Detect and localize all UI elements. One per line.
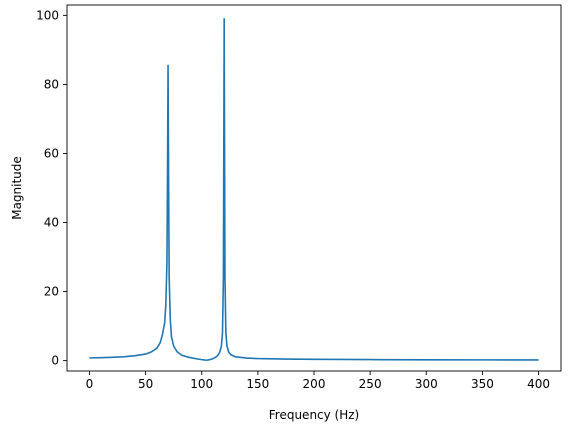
plot-area [66, 4, 562, 372]
x-axis-title: Frequency (Hz) [269, 408, 360, 422]
y-tick-label: 100 [36, 8, 59, 22]
y-tick-label: 60 [44, 146, 59, 160]
x-tick-label: 350 [471, 377, 494, 391]
x-tick-label: 200 [303, 377, 326, 391]
x-tick-label: 150 [246, 377, 269, 391]
y-tick-label: 40 [44, 216, 59, 230]
x-tick-label: 100 [190, 377, 213, 391]
y-tick-label: 0 [51, 354, 59, 368]
x-axis: 0 50 100 150 200 250 300 350 400 [86, 371, 550, 391]
x-tick-label: 0 [86, 377, 94, 391]
series-line [89, 18, 539, 361]
x-tick-label: 400 [527, 377, 550, 391]
x-tick-label: 250 [359, 377, 382, 391]
y-axis: 0 20 40 60 80 100 [36, 8, 67, 368]
y-tick-label: 20 [44, 285, 59, 299]
y-axis-title: Magnitude [10, 156, 24, 220]
y-tick-label: 80 [44, 77, 59, 91]
x-tick-label: 50 [138, 377, 153, 391]
x-tick-label: 300 [415, 377, 438, 391]
